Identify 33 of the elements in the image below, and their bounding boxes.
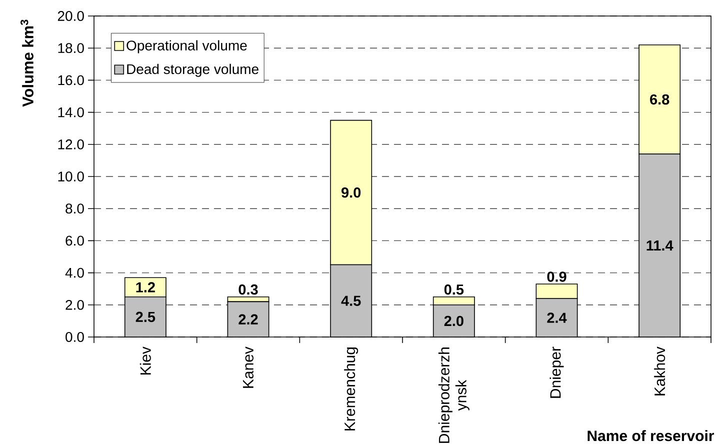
data-label: 1.2: [136, 282, 155, 292]
x-tick-label: Dnieprodzerzh ynsk: [438, 348, 470, 443]
data-label: 2.0: [444, 316, 464, 326]
data-label: 4.5: [341, 296, 361, 306]
y-tick-label: 2.0: [66, 300, 84, 310]
data-label: 6.8: [650, 94, 670, 105]
data-label: 0.5: [444, 284, 464, 295]
x-tick-label: Kiev: [140, 346, 151, 374]
y-tick-label: 8.0: [66, 204, 84, 214]
y-tick-label: 0.0: [66, 332, 84, 342]
data-label: 0.3: [238, 284, 258, 295]
y-tick-label: 18.0: [58, 43, 84, 54]
x-tick-label: Dnieper: [550, 346, 564, 398]
data-label: 2.4: [547, 312, 567, 323]
legend-label: Operational volume: [126, 40, 247, 54]
y-tick-label: 20.0: [58, 11, 84, 21]
data-label: 2.5: [136, 312, 156, 322]
y-tick-label: 4.0: [65, 268, 84, 278]
x-tick-label: Kanev: [243, 346, 254, 388]
legend-label: Dead storage volume: [127, 64, 258, 77]
y-tick-label: 10.0: [58, 172, 84, 182]
data-label: 0.9: [547, 272, 566, 282]
x-tick-label: Kremenchug: [344, 348, 358, 430]
data-label: 9.0: [342, 187, 361, 198]
y-tick-label: 16.0: [58, 75, 84, 86]
y-tick-label: 14.0: [58, 107, 84, 118]
x-axis-title: Name of reservoir: [588, 430, 714, 442]
y-axis-title: Volume km$^{3}$: [20, 20, 34, 107]
y-tick-label: 6.0: [66, 236, 84, 246]
data-label: 11.4: [646, 240, 674, 250]
x-tick-label: Kakhov: [654, 346, 666, 396]
data-label: 2.2: [238, 314, 258, 324]
y-tick-label: 12.0: [58, 139, 84, 150]
